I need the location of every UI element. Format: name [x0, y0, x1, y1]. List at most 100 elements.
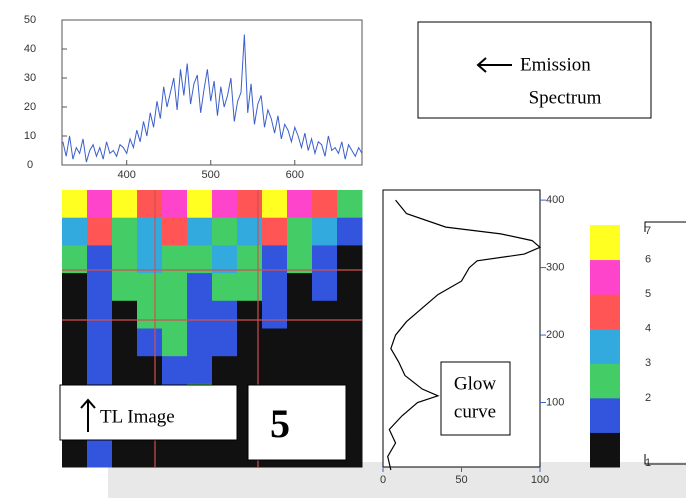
colorbar-bracket — [644, 221, 686, 465]
heatmap-cell — [137, 190, 163, 219]
colorbar-label: 6 — [645, 253, 651, 265]
heatmap-cell — [162, 190, 188, 219]
heatmap-cell — [212, 245, 238, 274]
heatmap-cell — [262, 245, 288, 274]
heatmap-cell — [112, 356, 138, 385]
heatmap-cell — [262, 273, 288, 302]
heatmap-cell — [62, 190, 88, 219]
note-text: Glow — [454, 373, 497, 394]
heatmap-cell — [87, 356, 113, 385]
heatmap-cell — [337, 356, 363, 385]
heatmap-cell — [287, 356, 313, 385]
heatmap-cell — [62, 356, 88, 385]
note-text: curve — [454, 401, 496, 422]
heatmap-cell — [212, 273, 238, 302]
heatmap-cell — [237, 273, 263, 302]
heatmap-cell — [287, 217, 313, 246]
heatmap-cell — [212, 439, 238, 468]
heatmap-cell — [312, 217, 338, 246]
y-tick-label: 0 — [27, 159, 33, 171]
colorbar-segment — [590, 397, 620, 433]
heatmap-cell — [237, 217, 263, 246]
heatmap-cell — [62, 439, 88, 468]
heatmap-cell — [87, 245, 113, 274]
heatmap-cell — [262, 217, 288, 246]
y-tick-label: 30 — [24, 72, 36, 84]
heatmap-cell — [262, 328, 288, 357]
y-tick-label: 200 — [546, 329, 564, 341]
heatmap-cell — [337, 328, 363, 357]
glow-curve — [387, 199, 542, 471]
heatmap-cell — [287, 273, 313, 302]
colorbar-segment — [590, 328, 620, 364]
note-box — [417, 21, 652, 119]
emission-note: Emission Spectrum — [417, 21, 652, 119]
heatmap-cell — [87, 217, 113, 246]
x-tick-label: 50 — [455, 474, 467, 486]
heatmap-cell — [287, 245, 313, 274]
colorbar-label: 1 — [645, 457, 651, 469]
heatmap-cell — [137, 245, 163, 274]
x-tick-label: 500 — [202, 169, 220, 181]
footer-bar — [108, 462, 686, 498]
heatmap-cell — [237, 245, 263, 274]
heatmap-cell — [112, 328, 138, 357]
heatmap-cell — [112, 300, 138, 329]
colorbar-label: 5 — [645, 288, 651, 300]
x-tick-label: 600 — [286, 169, 304, 181]
y-tick-label: 300 — [546, 261, 564, 273]
x-tick-label: 100 — [531, 474, 549, 486]
x-tick-label: 400 — [118, 169, 136, 181]
heatmap-cell — [62, 273, 88, 302]
panel-box — [247, 384, 347, 461]
heatmap-cell — [212, 190, 238, 219]
heatmap-cell — [87, 273, 113, 302]
heatmap-cell — [212, 217, 238, 246]
heatmap-cell — [162, 356, 188, 385]
heatmap-cell — [162, 217, 188, 246]
arrow-up — [80, 398, 96, 432]
colorbar-label: 7 — [645, 225, 651, 237]
y-tick-label: 400 — [546, 194, 564, 206]
heatmap-cell — [312, 245, 338, 274]
y-tick-label: 10 — [24, 130, 36, 142]
heatmap-cell — [62, 245, 88, 274]
note-text: TL Image — [100, 406, 175, 427]
heatmap-cell — [87, 439, 113, 468]
heatmap-cell — [312, 328, 338, 357]
y-tick-label: 20 — [24, 101, 36, 113]
heatmap-cell — [112, 273, 138, 302]
heatmap-cell — [187, 300, 213, 329]
heatmap-cell — [337, 273, 363, 302]
heatmap-cell — [62, 217, 88, 246]
heatmap-cell — [337, 245, 363, 274]
heatmap-cell — [187, 273, 213, 302]
heatmap-cell — [262, 190, 288, 219]
heatmap-cell — [312, 273, 338, 302]
heatmap-cell — [212, 356, 238, 385]
heatmap-cell — [262, 356, 288, 385]
note-box — [59, 384, 238, 441]
heatmap-cell — [162, 328, 188, 357]
heatmap-cell — [337, 217, 363, 246]
colorbar-label: 3 — [645, 357, 651, 369]
tl-note: TL Image 5 — [59, 384, 347, 461]
heatmap-cell — [237, 328, 263, 357]
charts: 0 10 20 30 40 50 400 500 600 1 2 3 4 5 6 7 0 50 100 100 200 3… — [24, 14, 686, 486]
heatmap-cell — [187, 245, 213, 274]
y-tick-label: 50 — [24, 14, 36, 26]
colorbar-segment — [590, 225, 620, 261]
heatmap-cell — [187, 190, 213, 219]
heatmap-cell — [137, 217, 163, 246]
colorbar-segment — [590, 259, 620, 295]
heatmap-cell — [162, 439, 188, 468]
heatmap-cell — [187, 356, 213, 385]
heatmap-cell — [137, 300, 163, 329]
heatmap-cell — [62, 328, 88, 357]
heatmap-cell — [287, 300, 313, 329]
heatmap-cell — [237, 300, 263, 329]
heatmap-cell — [287, 190, 313, 219]
heatmap-cell — [137, 439, 163, 468]
heatmap-cell — [187, 439, 213, 468]
